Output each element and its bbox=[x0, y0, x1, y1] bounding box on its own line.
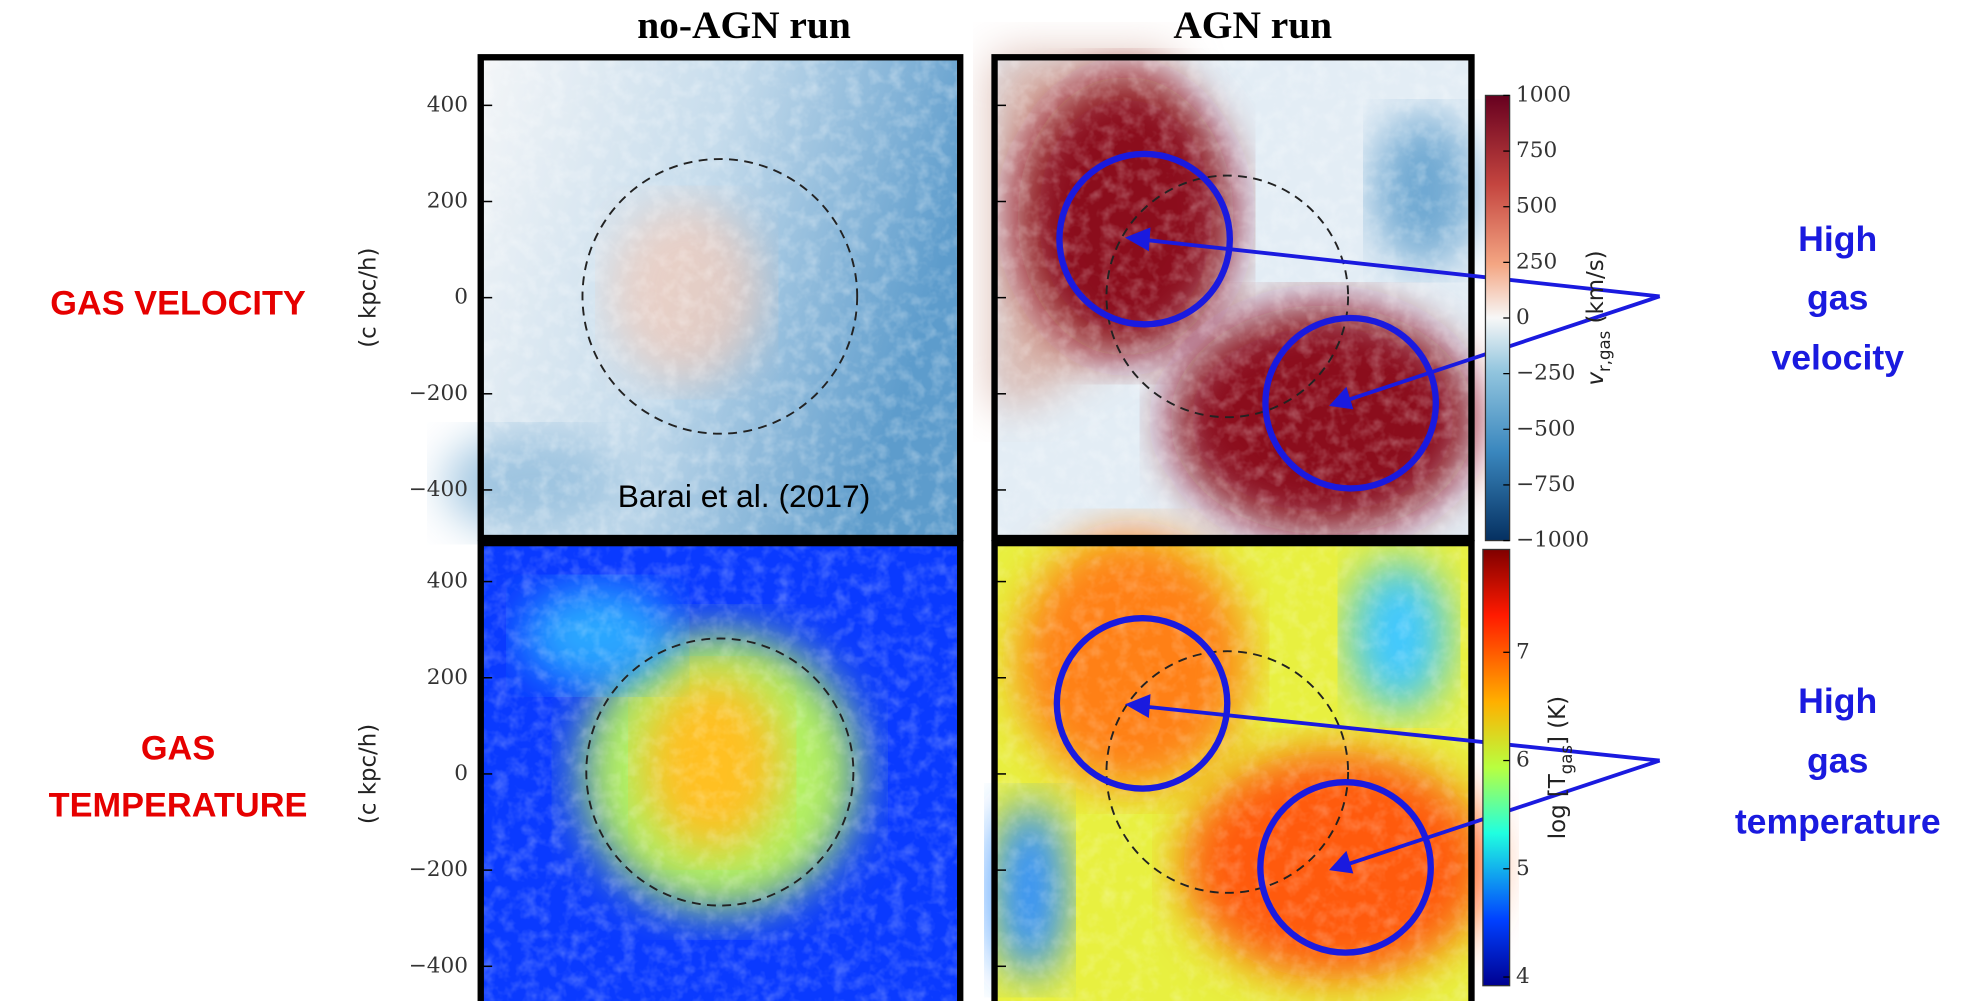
map-temperature-agn bbox=[992, 534, 1488, 1001]
y-tick-label: −400 bbox=[409, 477, 468, 502]
colorbar-label-part: gas bbox=[1557, 745, 1576, 774]
colorbar-label-part: v bbox=[1583, 372, 1609, 386]
column-title: no-AGN run bbox=[637, 3, 851, 47]
y-tick-label: −200 bbox=[409, 381, 468, 406]
annotation: High bbox=[1798, 219, 1877, 259]
colorbar-tick-label: 250 bbox=[1516, 249, 1557, 274]
colorbar-tick-label: −1000 bbox=[1516, 528, 1589, 553]
colorbar-label: log [Tgas] (K) bbox=[1544, 696, 1576, 839]
annotation: High bbox=[1798, 681, 1877, 721]
colorbar-tick-label: −750 bbox=[1516, 472, 1575, 497]
annotation: velocity bbox=[1771, 337, 1904, 377]
y-tick-label: −400 bbox=[409, 953, 468, 978]
credit: Barai et al. (2017) bbox=[618, 478, 871, 514]
colorbar-tick-label: 500 bbox=[1516, 194, 1557, 219]
y-tick-label: 200 bbox=[427, 189, 468, 214]
row-label: TEMPERATURE bbox=[49, 787, 308, 825]
y-tick-label: −200 bbox=[409, 857, 468, 882]
map-velocity-agn bbox=[995, 57, 1476, 538]
colorbar-label-part: log [T bbox=[1544, 773, 1570, 839]
colorbar-label: vr,gas (km/s) bbox=[1583, 250, 1614, 385]
row-label: GAS bbox=[141, 729, 215, 767]
colorbar bbox=[1483, 549, 1510, 985]
colorbar-tick-label: 5 bbox=[1516, 856, 1530, 881]
column-title: AGN run bbox=[1173, 3, 1332, 47]
y-tick-label: 200 bbox=[427, 665, 468, 690]
colorbar-tick-label: 0 bbox=[1516, 305, 1530, 330]
annotations: High gas velocity High gas temperature bbox=[1735, 219, 1941, 841]
annotation: gas bbox=[1807, 278, 1868, 318]
y-tick-label: 400 bbox=[427, 569, 468, 594]
y-tick-label: 400 bbox=[427, 92, 468, 117]
colorbar-label-part: ] (K) bbox=[1544, 696, 1570, 745]
colorbar-label-part: r,gas bbox=[1595, 331, 1614, 372]
colorbar-label-part: (km/s) bbox=[1583, 250, 1609, 330]
colorbar-tick-label: 750 bbox=[1516, 138, 1557, 163]
figure: no-AGN run AGN run GAS VELOCITY GAS TEMP… bbox=[0, 0, 1984, 1001]
annotation: temperature bbox=[1735, 802, 1941, 842]
row-label: GAS VELOCITY bbox=[50, 284, 306, 322]
colorbar-tick-label: −250 bbox=[1516, 361, 1575, 386]
y-axis-label: (c kpc/h) bbox=[355, 724, 381, 824]
map-temperature-noagn bbox=[481, 543, 960, 1001]
map-velocity-noagn bbox=[445, 57, 960, 538]
colorbar-tick-label: 6 bbox=[1516, 748, 1530, 773]
colorbar-tick-label: 4 bbox=[1516, 964, 1530, 989]
colorbar-tick-label: 7 bbox=[1516, 639, 1530, 664]
annotation: gas bbox=[1807, 741, 1868, 781]
y-tick-label: 0 bbox=[454, 761, 468, 786]
y-tick-label: 0 bbox=[454, 285, 468, 310]
colorbar-tick-label: −500 bbox=[1516, 416, 1575, 441]
colorbar-tick-label: 1000 bbox=[1516, 82, 1571, 107]
y-axis-label: (c kpc/h) bbox=[355, 248, 381, 348]
